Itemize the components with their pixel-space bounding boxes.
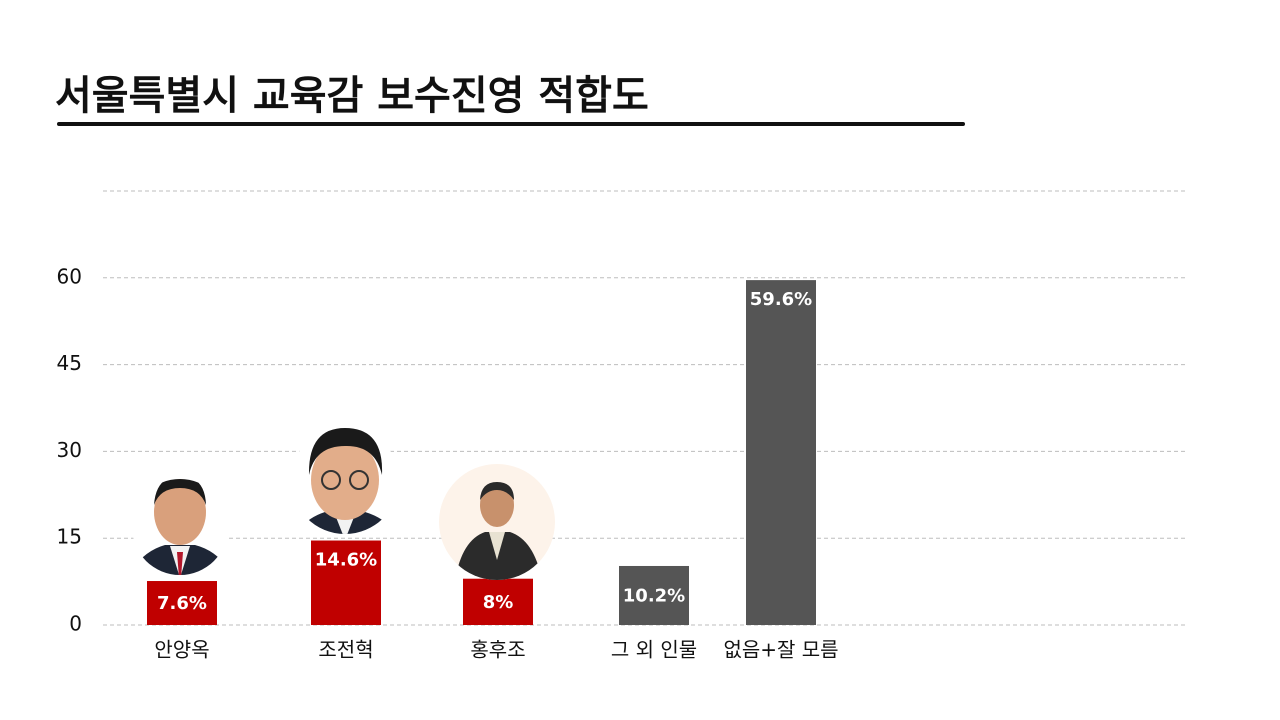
value-label: 8% [483, 592, 514, 613]
bar [619, 565, 689, 625]
value-label: 7.6% [157, 593, 207, 614]
value-label: 59.6% [750, 289, 812, 310]
bar [746, 280, 816, 625]
value-label: 14.6% [315, 550, 377, 571]
y-tick-label: 30 [57, 438, 82, 462]
value-label: 10.2% [623, 585, 685, 606]
y-tick-label: 15 [57, 525, 82, 549]
bar [311, 540, 381, 625]
y-tick-label: 0 [69, 612, 82, 636]
x-tick-label: 그 외 인물 [611, 638, 697, 662]
portrait [439, 464, 555, 580]
x-tick-label: 없음+잘 모름 [723, 638, 838, 662]
x-tick-label: 안양옥 [154, 638, 209, 662]
y-tick-label: 60 [57, 264, 82, 288]
bar [147, 581, 217, 625]
x-tick-label: 조전혁 [318, 638, 373, 662]
y-tick-label: 45 [57, 351, 82, 375]
portrait [291, 426, 399, 534]
bar [463, 578, 533, 625]
chart-title: 서울특별시 교육감 보수진영 적합도 [55, 73, 649, 119]
x-tick-label: 홍후조 [470, 638, 525, 662]
